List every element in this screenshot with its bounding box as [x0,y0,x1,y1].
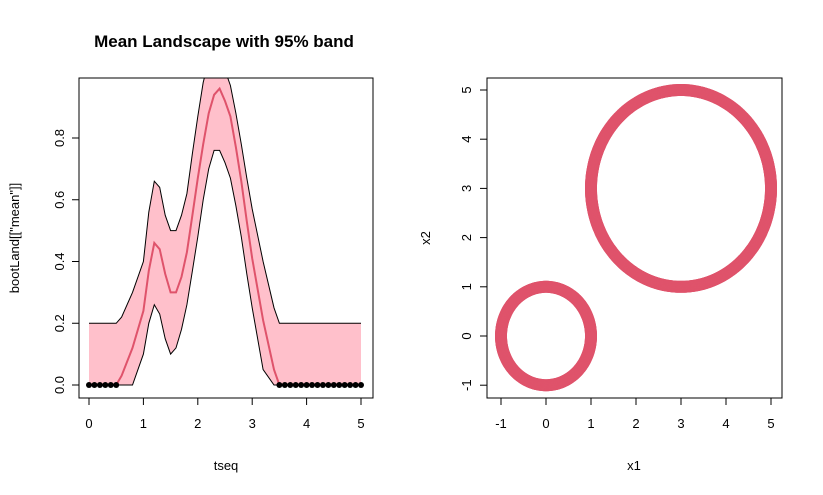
x-tick-label: 2 [194,416,201,431]
x-tick-label: 0 [85,416,92,431]
zero-point [102,382,109,388]
zero-point [358,382,364,388]
y-axis-title: x2 [418,231,433,245]
mean-line [89,86,361,386]
y-tick-label: 0.8 [52,129,67,147]
zero-point [319,382,326,388]
scatter-panel: -1 0 1 2 3 4 5 -1 0 1 2 3 4 5 x1 x2 [418,77,783,473]
confidence-band-layer [89,78,361,386]
x-axis: -1 0 1 2 3 4 5 [495,397,775,431]
zero-point [325,382,332,388]
x-tick-label: 5 [767,416,774,431]
x-tick-label: 5 [357,416,364,431]
y-tick-label: 0 [459,332,474,339]
x-tick-label: 2 [632,416,639,431]
zero-point [347,382,354,388]
y-tick-label: 3 [459,185,474,192]
zero-point [330,382,337,388]
x-axis-title: x1 [627,458,641,473]
zero-point [309,382,316,388]
zero-point [91,382,98,388]
zero-point [107,382,114,388]
x-tick-label: 4 [303,416,310,431]
x-tick-label: -1 [495,416,507,431]
lower-band-line [89,149,361,386]
zero-points-layer [86,382,364,388]
x-tick-label: 3 [677,416,684,431]
zero-point [336,382,343,388]
zero-point [281,382,288,388]
chart-title: Mean Landscape with 95% band [94,32,354,51]
zero-point [287,382,294,388]
zero-point [303,382,310,388]
zero-point [292,382,299,388]
x-tick-label: 0 [542,416,549,431]
y-axis: 0.0 0.2 0.4 0.6 0.8 [52,129,80,394]
y-tick-label: 5 [459,86,474,93]
y-tick-label: 0.6 [52,191,67,209]
x-axis: 0 1 2 3 4 5 [85,397,365,431]
circle-point [585,331,597,343]
zero-point [341,382,348,388]
upper-band-line [89,78,361,324]
y-tick-label: 0.0 [52,376,67,394]
zero-point [86,382,92,388]
zero-point [314,382,321,388]
plot-frame [486,77,783,399]
y-tick-label: 0.4 [52,252,67,270]
y-tick-label: 2 [459,234,474,241]
zero-point [96,382,103,388]
zero-point [352,382,359,388]
y-tick-label: -1 [459,379,474,391]
y-axis: -1 0 1 2 3 4 5 [459,86,488,391]
zero-point [276,382,283,388]
x-tick-label: 3 [249,416,256,431]
y-tick-label: 1 [459,283,474,290]
y-tick-label: 4 [459,136,474,143]
x-tick-label: 1 [587,416,594,431]
circle-point [765,183,777,196]
circle-points-layer [495,84,777,392]
zero-point [113,382,120,388]
y-axis-title: bootLand[["mean"]] [7,183,22,293]
x-axis-title: tseq [214,458,239,473]
confidence-band [89,78,361,385]
y-tick-label: 0.2 [52,314,67,332]
x-tick-label: 1 [140,416,147,431]
zero-point [298,382,305,388]
x-tick-label: 4 [722,416,729,431]
